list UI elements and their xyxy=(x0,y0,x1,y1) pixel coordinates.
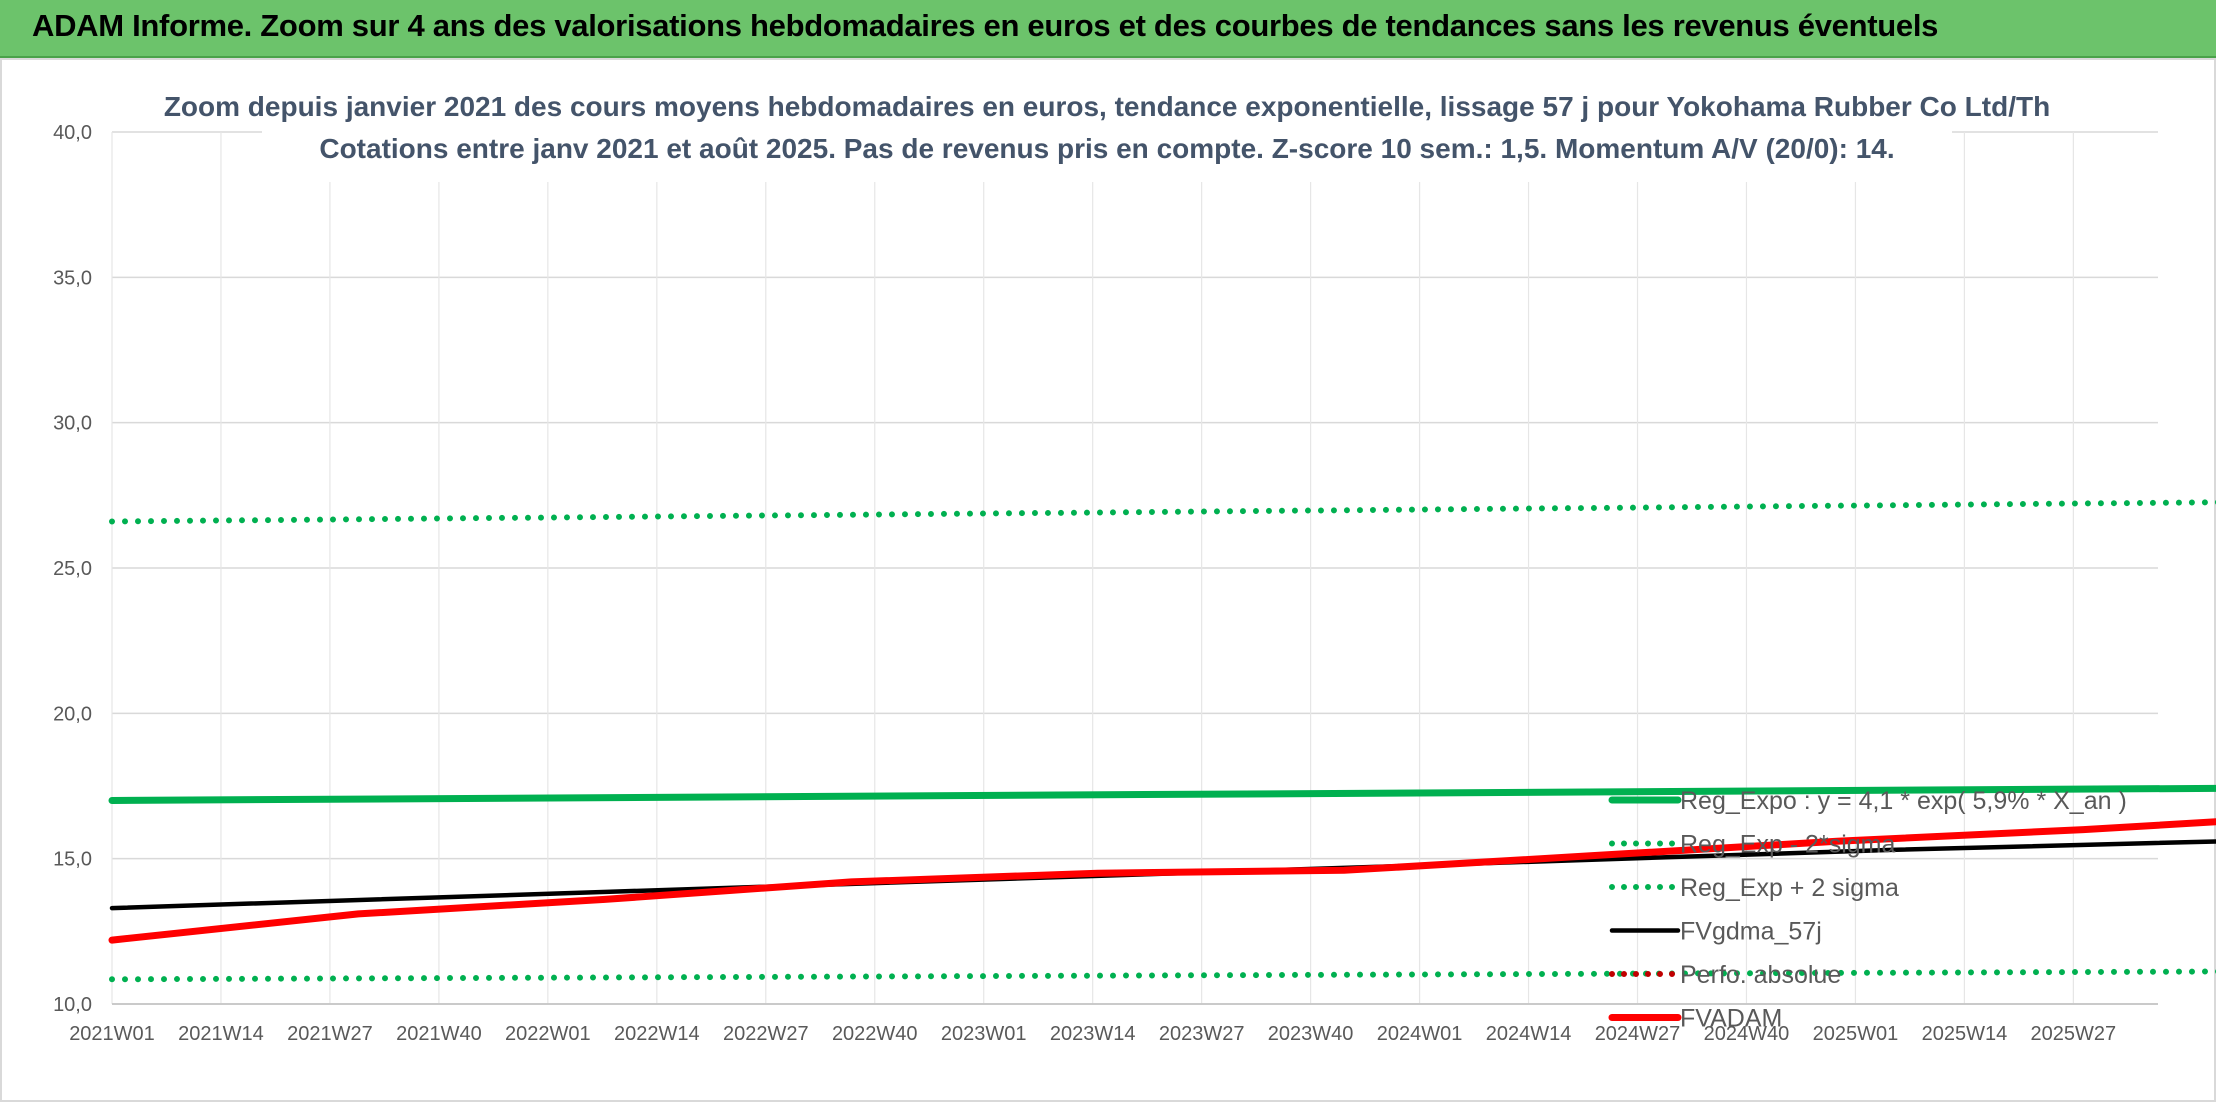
x-tick-label: 2021W14 xyxy=(178,1023,264,1045)
chart-frame xyxy=(0,58,2216,1102)
y-tick-label: 40,0 xyxy=(53,122,92,144)
x-tick-label: 2022W40 xyxy=(832,1023,918,1045)
series-line-0 xyxy=(108,784,2216,804)
x-tick-label: 2021W27 xyxy=(287,1023,373,1045)
chart-title: Zoom depuis janvier 2021 des cours moyen… xyxy=(164,91,2050,122)
x-tick-label: 2024W01 xyxy=(1377,1023,1463,1045)
y-tick-label: 20,0 xyxy=(53,703,92,725)
series-line-5 xyxy=(108,818,2216,944)
x-tick-label: 2021W01 xyxy=(69,1023,155,1045)
series-lines xyxy=(108,499,2216,983)
legend: Reg_Expo : y = 4,1 * exp( 5,9% * X_an ) R… xyxy=(1608,787,2127,1033)
chart-subtitle: Cotations entre janv 2021 et août 2025. … xyxy=(319,133,1894,164)
valuation-chart: 10,015,020,025,030,035,040,0 2021W01 2021… xyxy=(53,82,2216,1045)
y-tick-label: 35,0 xyxy=(53,267,92,289)
y-tick-label: 25,0 xyxy=(53,558,92,580)
y-axis-ticks: 10,0 15,0 20,0 25,0 30,0 35,0 40,0 xyxy=(53,122,92,1016)
y-tick-label: 30,0 xyxy=(53,413,92,435)
x-tick-label: 2024W27 xyxy=(1595,1023,1681,1045)
x-tick-label: 2023W01 xyxy=(941,1023,1027,1045)
legend-label: Reg_Exp - 2*sigma xyxy=(1680,831,1895,859)
title-backdrop xyxy=(262,82,1952,182)
x-tick-label: 2023W14 xyxy=(1050,1023,1136,1045)
x-tick-label: 2024W40 xyxy=(1704,1023,1790,1045)
x-tick-label: 2022W01 xyxy=(505,1023,591,1045)
legend-label: Perfo. absolue xyxy=(1680,961,1841,989)
legend-label: Reg_Exp + 2 sigma xyxy=(1680,874,1899,902)
x-tick-label: 2025W14 xyxy=(1922,1023,2008,1045)
y-tick-label: 15,0 xyxy=(53,849,92,871)
report-banner: ADAM Informe. Zoom sur 4 ans des valoris… xyxy=(0,0,2216,58)
legend-label: FVADAM xyxy=(1680,1005,1782,1033)
x-tick-label: 2025W27 xyxy=(2031,1023,2117,1045)
legend-label: Reg_Expo : y = 4,1 * exp( 5,9% * X_an ) xyxy=(1680,787,2127,815)
x-tick-label: 2022W27 xyxy=(723,1023,809,1045)
x-tick-label: 2023W27 xyxy=(1159,1023,1245,1045)
y-tick-label: 10,0 xyxy=(53,994,92,1016)
x-tick-label: 2023W40 xyxy=(1268,1023,1354,1045)
series-line-2 xyxy=(109,499,2216,525)
legend-label: FVgdma_57j xyxy=(1680,918,1822,946)
x-tick-label: 2024W14 xyxy=(1486,1023,1572,1045)
series-line-1 xyxy=(109,968,2216,983)
report-title: ADAM Informe. Zoom sur 4 ans des valoris… xyxy=(32,8,1939,43)
x-tick-label: 2021W40 xyxy=(396,1023,482,1045)
x-tick-label: 2022W14 xyxy=(614,1023,700,1045)
series-line-3 xyxy=(109,839,2216,911)
x-axis-ticks: 2021W01 2021W14 2021W27 2021W40 2022W01 2022W… xyxy=(69,1023,2116,1045)
x-tick-label: 2025W01 xyxy=(1813,1023,1899,1045)
